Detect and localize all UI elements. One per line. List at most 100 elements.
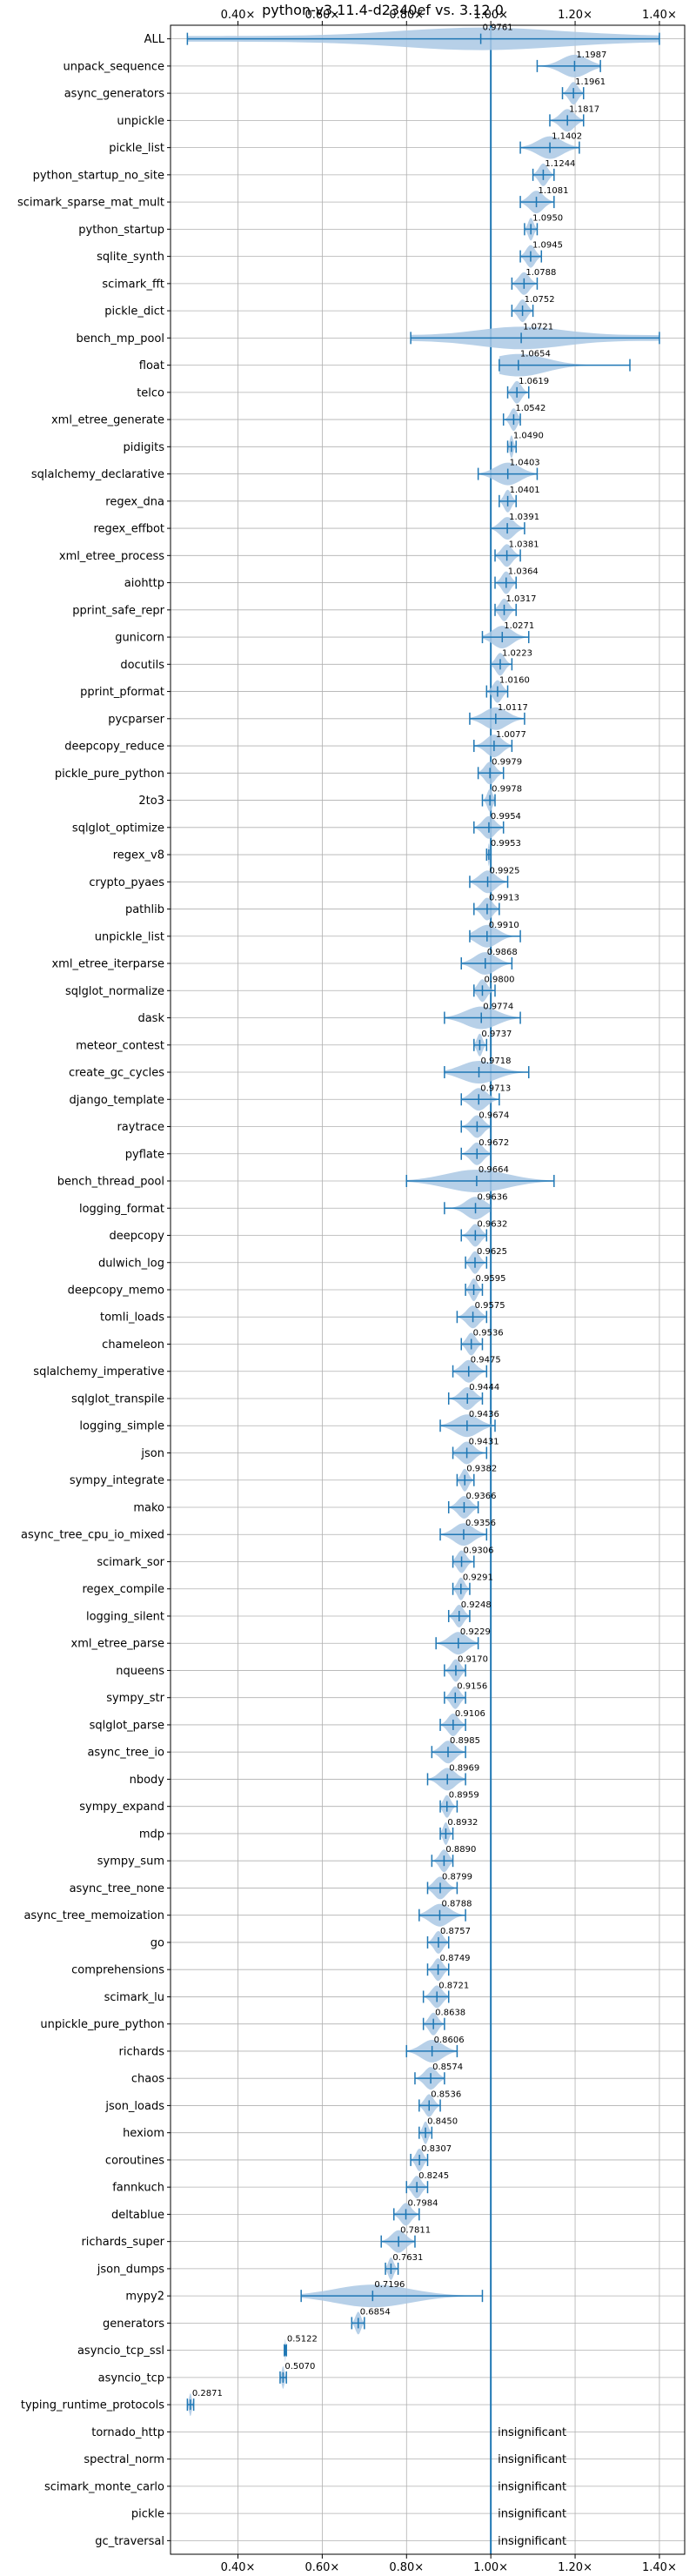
benchmark-label: sqlalchemy_imperative [33, 1365, 164, 1379]
benchmark-label: comprehensions [71, 1964, 164, 1977]
benchmark-label: sympy_str [106, 1692, 164, 1705]
violin-mark: 0.9737 [473, 1030, 512, 1057]
value-label: 0.8969 [449, 1763, 479, 1773]
benchmark-label: scimark_sor [97, 1556, 164, 1569]
benchmark-label: fannkuch [112, 2182, 164, 2195]
benchmark-label: sympy_integrate [70, 1474, 164, 1487]
benchmark-label: logging_silent [86, 1610, 164, 1623]
violin-mark: 0.9774 [444, 1003, 521, 1030]
violin-mark: 0.8890 [431, 1845, 476, 1873]
benchmark-label: create_gc_cycles [69, 1067, 164, 1080]
violin-mark: 0.9575 [456, 1301, 505, 1329]
violin-mark: 0.9291 [452, 1573, 493, 1600]
violin-mark: 0.9536 [460, 1328, 504, 1356]
value-label: 1.0077 [496, 730, 526, 740]
value-label: 0.9761 [483, 23, 513, 33]
value-label: 0.9366 [465, 1492, 496, 1501]
violin-mark: 1.1244 [532, 159, 575, 186]
benchmark-label: json [140, 1447, 164, 1460]
value-label: 1.1402 [552, 132, 582, 142]
benchmark-label: scimark_monte_carlo [44, 2480, 164, 2493]
violin-mark: 0.9800 [473, 975, 514, 1003]
value-label: 0.9954 [491, 812, 521, 822]
value-label: 0.9800 [484, 975, 514, 984]
violin-mark: 0.8932 [439, 1818, 478, 1845]
violin-mark: 0.7811 [380, 2226, 431, 2253]
value-label: 0.8721 [438, 1981, 469, 1990]
benchmark-label: scimark_fft [102, 278, 164, 291]
value-label: 1.0654 [520, 350, 551, 359]
value-label: 0.9291 [463, 1573, 493, 1583]
x-tick-label-top: 0.40× [221, 9, 256, 22]
violin-mark: 1.0077 [473, 730, 526, 757]
value-label: 1.0403 [510, 459, 540, 468]
value-label: 1.0542 [515, 404, 545, 413]
benchmark-label: dulwich_log [98, 1257, 164, 1270]
benchmark-label: unpickle_pure_python [40, 2018, 164, 2031]
benchmark-label: unpickle [117, 115, 164, 128]
value-label: 1.1961 [575, 77, 606, 87]
benchmark-label: telco [137, 386, 164, 399]
x-tick-label-top: 1.00× [473, 9, 508, 22]
benchmark-label: generators [103, 2318, 164, 2331]
value-label: 0.8757 [440, 1927, 471, 1936]
value-label: 0.2871 [192, 2389, 223, 2398]
benchmark-label: richards_super [81, 2236, 164, 2249]
benchmark-label: float [139, 359, 164, 372]
value-label: 1.0364 [508, 567, 539, 577]
chart-title: python-v3.11.4-d2340ef vs. 3.12.0 [262, 2, 504, 18]
benchmark-label: bench_mp_pool [76, 332, 164, 345]
violin-mark: 0.9356 [439, 1519, 496, 1546]
benchmark-label: gunicorn [115, 632, 164, 645]
benchmark-label: ALL [144, 33, 165, 46]
value-label: 0.8245 [418, 2171, 449, 2181]
violin-mark: 0.9436 [439, 1410, 499, 1438]
violin-mark: 0.7631 [385, 2253, 423, 2280]
value-label: 0.9979 [492, 757, 522, 767]
x-tick-label-bottom: 1.40× [642, 2561, 677, 2574]
value-label: 0.9382 [466, 1465, 497, 1474]
violin-mark: 0.9636 [444, 1192, 508, 1220]
value-label: 0.9737 [481, 1030, 512, 1039]
value-label: 0.8638 [435, 2009, 465, 2018]
violin-mark: 0.9979 [477, 757, 522, 785]
insignificant-label: insignificant [498, 2508, 566, 2521]
value-label: 1.0752 [525, 295, 555, 305]
benchmark-label: unpack_sequence [63, 60, 164, 73]
violin-mark: 0.9382 [456, 1465, 497, 1492]
violin-mark: 0.5070 [279, 2362, 315, 2389]
benchmark-label: crypto_pyaes [89, 876, 164, 889]
violin-mark: 0.7196 [300, 2280, 484, 2308]
violin-mark: 0.8799 [426, 1872, 472, 1900]
violin-mark: 1.0271 [481, 621, 534, 648]
benchmark-label: async_generators [64, 88, 165, 101]
benchmark-label: typing_runtime_protocols [21, 2399, 164, 2412]
benchmark-label: async_tree_memoization [23, 1909, 164, 1922]
violin-mark: 0.9106 [439, 1709, 485, 1736]
benchmark-label: spectral_norm [84, 2453, 164, 2466]
value-label: 0.9356 [465, 1519, 496, 1528]
violin-mark: 0.8749 [426, 1954, 471, 1982]
value-label: 0.8788 [441, 1900, 472, 1909]
benchmark-label: nbody [130, 1774, 165, 1787]
insignificant-label: insignificant [498, 2480, 566, 2493]
value-label: 1.0117 [498, 703, 528, 713]
value-label: 1.0160 [499, 676, 530, 686]
violin-mark: 0.9229 [435, 1627, 491, 1655]
benchmark-label: regex_dna [105, 495, 164, 508]
value-label: 1.1081 [539, 186, 569, 196]
benchmark-label: mdp [139, 1828, 164, 1841]
value-label: 0.9913 [489, 894, 519, 903]
value-label: 1.0950 [532, 213, 563, 223]
x-tick-label-bottom: 1.00× [473, 2561, 508, 2574]
violin-mark: 0.8245 [405, 2171, 449, 2199]
value-label: 1.0391 [509, 513, 539, 522]
value-label: 1.1244 [545, 159, 575, 169]
benchmark-label: sqlalchemy_declarative [31, 468, 164, 481]
benchmark-label: tomli_loads [100, 1311, 164, 1325]
violin-mark: 0.7984 [392, 2198, 438, 2226]
value-label: 0.5070 [284, 2362, 315, 2371]
plot-frame [170, 24, 686, 2555]
violin-mark: 0.9475 [452, 1356, 501, 1383]
violin-mark: 0.8757 [426, 1927, 471, 1954]
